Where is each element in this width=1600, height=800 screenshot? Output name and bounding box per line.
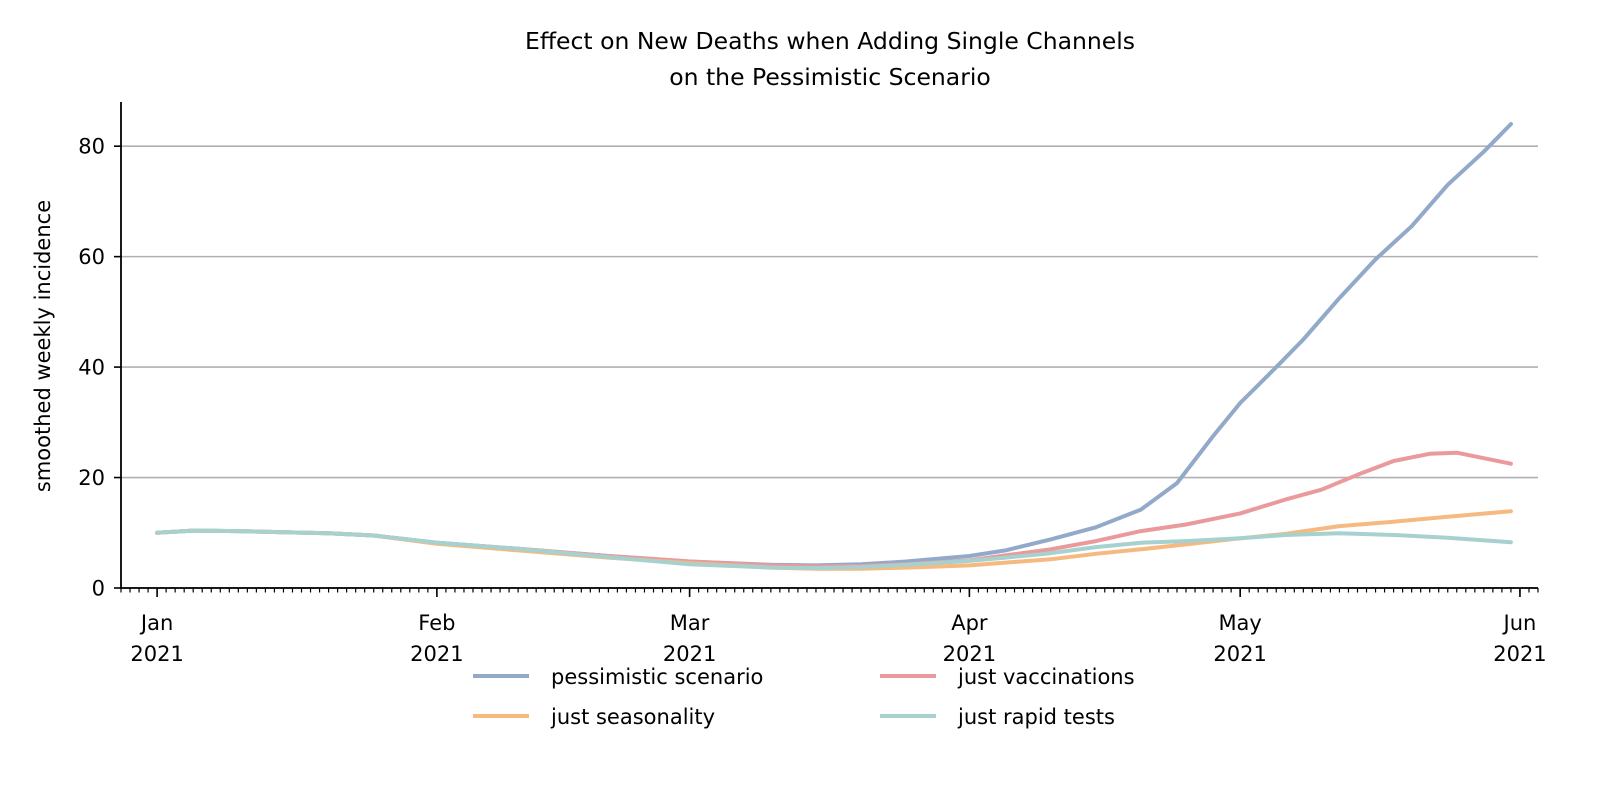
y-tick-label: 80 [78,135,105,159]
x-tick-label-year: 2021 [943,642,996,666]
chart-title-line-1: Effect on New Deaths when Adding Single … [525,27,1135,55]
chart-title: Effect on New Deaths when Adding Single … [525,27,1135,91]
axes: 0 20 40 60 80 Jan 2021 Feb 2021 Mar 2021 Apr 2021 May… [78,102,1547,666]
legend-label-1: just vaccinations [957,665,1135,689]
x-tick-label-month: Apr [951,611,988,635]
y-tick-label: 40 [78,356,105,380]
legend-label-0: pessimistic scenario [551,665,763,689]
x-tick-label-year: 2021 [1493,642,1546,666]
series-lines [155,122,1513,571]
legend: pessimistic scenario just vaccinations jus… [473,665,1135,729]
x-tick-label-year: 2021 [1213,642,1266,666]
grid-lines [121,145,1538,589]
y-axis-label: smoothed weekly incidence [31,200,55,492]
legend-label-3: just rapid tests [957,705,1115,729]
legend-label-2: just seasonality [550,705,715,729]
series-line-0 [155,122,1513,568]
series-line-3 [155,528,1513,571]
x-tick-label-month: Feb [418,611,455,635]
x-tick-label-month: Jun [1502,611,1537,635]
x-tick-label-year: 2021 [130,642,183,666]
x-tick-label-year: 2021 [663,642,716,666]
series-line-1 [155,450,1513,569]
x-tick-label-month: Mar [670,611,710,635]
series-line-2 [155,509,1513,571]
y-tick-label: 0 [92,577,105,601]
x-tick-label-month: Jan [139,611,173,635]
x-tick-label-year: 2021 [410,642,463,666]
y-tick-label: 20 [78,466,105,490]
x-tick-label-month: May [1218,611,1261,635]
y-tick-label: 60 [78,245,105,269]
chart-title-line-2: on the Pessimistic Scenario [669,63,991,91]
